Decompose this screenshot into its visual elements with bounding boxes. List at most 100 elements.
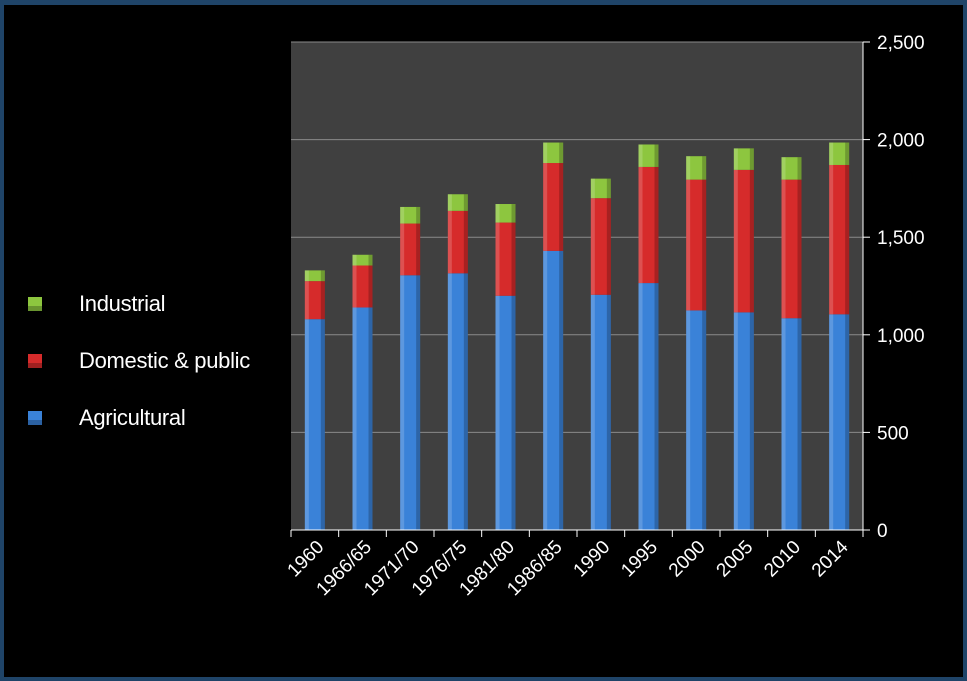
bar-highlight (400, 223, 405, 276)
bar-highlight (400, 206, 405, 224)
industrial-swatch-icon (28, 296, 42, 311)
bar-shade (606, 294, 611, 530)
bar-highlight (781, 179, 786, 319)
bar-highlight (447, 273, 452, 530)
bar-domestic-public-1976-75 (447, 210, 468, 274)
bar-agricultural-1986-85 (543, 250, 564, 530)
bar-highlight (447, 194, 452, 211)
y-tick-label: 500 (877, 423, 909, 444)
bar-domestic-public-2005 (733, 169, 754, 313)
bar-highlight (590, 198, 595, 295)
bar-shade (368, 265, 373, 308)
bar-shade (797, 318, 802, 530)
bar-shade (416, 275, 421, 530)
bar-shade (797, 179, 802, 319)
bar-shade (320, 270, 325, 282)
y-tick-label: 0 (877, 521, 888, 542)
domestic-public-swatch-icon (28, 353, 42, 368)
bar-agricultural-1976-75 (447, 273, 468, 530)
bar-agricultural-2010 (781, 318, 802, 530)
bar-highlight (638, 283, 643, 530)
bar-domestic-public-1966-65 (352, 265, 373, 308)
bar-shade (511, 295, 516, 530)
bar-shade (559, 163, 564, 251)
bar-highlight (352, 307, 357, 530)
bar-industrial-2010 (781, 157, 802, 180)
bar-highlight (638, 166, 643, 284)
bar-shade (654, 166, 659, 284)
bar-shade (654, 283, 659, 530)
gridlines (291, 41, 863, 433)
bar-agricultural-1981-80 (495, 295, 516, 530)
bar-shade (463, 210, 468, 274)
y-tick-label: 1,500 (877, 228, 925, 249)
bar-shade (368, 254, 373, 266)
bar-shade (702, 179, 707, 311)
bar-highlight (304, 281, 309, 320)
bar-industrial-2005 (733, 148, 754, 170)
bar-shade (654, 144, 659, 167)
bar-highlight (590, 178, 595, 199)
bar-agricultural-1966-65 (352, 307, 373, 530)
bar-highlight (543, 163, 548, 251)
bar-industrial-1960 (304, 270, 325, 282)
bar-agricultural-2000 (686, 310, 707, 530)
bar-highlight (590, 294, 595, 530)
bar-highlight (352, 265, 357, 308)
x-tick-label: 2010 (760, 537, 805, 582)
bar-industrial-2000 (686, 156, 707, 180)
y-tick-label: 2,000 (877, 131, 925, 152)
bar-domestic-public-2000 (686, 179, 707, 311)
x-tick-label: 2005 (713, 537, 758, 582)
bar-industrial-1966-65 (352, 254, 373, 266)
legend-item-industrial: Industrial (28, 275, 250, 332)
bar-shade (845, 314, 850, 530)
bar-highlight (304, 270, 309, 282)
bar-highlight (686, 310, 691, 530)
bar-highlight (733, 148, 738, 170)
legend-label-agricultural: Agricultural (79, 404, 186, 430)
x-tick-label: 2000 (665, 537, 710, 582)
bar-agricultural-2005 (733, 312, 754, 530)
bar-shade (559, 250, 564, 530)
bar-shade (368, 307, 373, 530)
bar-highlight (304, 319, 309, 530)
bar-shade (845, 164, 850, 315)
stacked-bar-chart: 05001,0001,5002,0002,50019601966/651971/… (284, 33, 925, 600)
x-tick-label: 1995 (617, 537, 662, 582)
bar-shade (320, 281, 325, 320)
bar-highlight (495, 295, 500, 530)
bar-agricultural-1960 (304, 319, 325, 530)
x-tick-label: 1960 (284, 537, 329, 582)
bar-industrial-1986-85 (543, 142, 564, 164)
bar-domestic-public-2010 (781, 179, 802, 319)
bar-highlight (352, 254, 357, 266)
plot-area (291, 42, 863, 530)
bar-highlight (495, 204, 500, 223)
legend: Industrial Domestic & public Agricultura… (28, 275, 250, 446)
bar-highlight (733, 312, 738, 530)
bar-shade (463, 273, 468, 530)
bar-highlight (543, 142, 548, 164)
x-tick-label: 2014 (808, 536, 853, 581)
bar-agricultural-2014 (829, 314, 850, 530)
bar-highlight (447, 210, 452, 274)
agricultural-swatch-icon (28, 410, 42, 425)
legend-label-domestic-public: Domestic & public (79, 347, 250, 373)
bar-domestic-public-1960 (304, 281, 325, 320)
bar-domestic-public-1986-85 (543, 163, 564, 251)
bar-industrial-1990 (590, 178, 611, 199)
chart-frame: 0 500 1,000 1,500 2,000 2,500 1960 1966/65 1971/… (4, 5, 963, 677)
bar-shade (320, 319, 325, 530)
x-tick-label: 1990 (570, 537, 615, 582)
bar-shade (511, 222, 516, 296)
bar-highlight (829, 142, 834, 165)
bar-shade (749, 312, 754, 530)
bar-domestic-public-1995 (638, 166, 659, 284)
bar-shade (463, 194, 468, 211)
bar-shade (416, 206, 421, 224)
bar-highlight (495, 222, 500, 296)
bar-agricultural-1990 (590, 294, 611, 530)
y-tick-label: 2,500 (877, 33, 925, 54)
bar-shade (606, 178, 611, 199)
